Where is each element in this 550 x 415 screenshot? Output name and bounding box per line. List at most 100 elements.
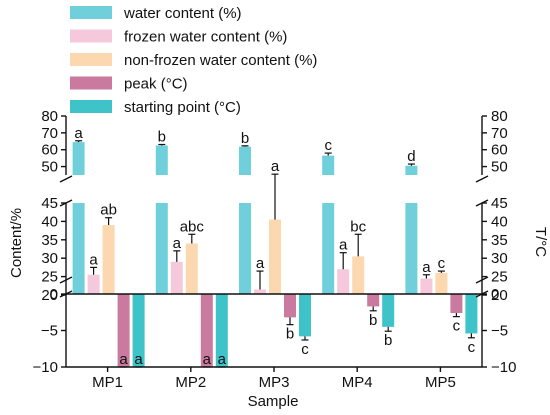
y-tick-label-right: 40 <box>491 213 508 230</box>
axis-break-mark <box>59 175 73 183</box>
bar-break-gap <box>238 175 252 203</box>
bar <box>337 269 350 294</box>
y-tick-label-left: 25 <box>41 269 58 286</box>
legend-label: peak (°C) <box>124 76 188 93</box>
x-tick-label: MP5 <box>425 374 456 391</box>
y-tick-label-right: 20 <box>491 287 508 304</box>
y-tick-label-right: 30 <box>491 250 508 267</box>
bar <box>102 225 115 294</box>
significance-label: b <box>369 312 377 329</box>
bar <box>155 145 168 294</box>
significance-label: a <box>422 259 431 276</box>
significance-label: c <box>301 341 309 358</box>
y-tick-label-left: 40 <box>41 213 58 230</box>
bar <box>200 294 213 367</box>
bar-break-gap <box>155 175 169 203</box>
x-tick-label: MP4 <box>342 374 373 391</box>
y-tick-label-left: 70 <box>41 125 58 142</box>
y-tick-label-left: 0 <box>50 286 58 303</box>
legend-swatch <box>70 6 112 19</box>
y-tick-label-left: 20 <box>41 287 58 304</box>
bar-break-gap <box>404 175 418 203</box>
bar <box>185 243 198 294</box>
y-tick-label-left: 35 <box>41 232 58 249</box>
bar <box>87 274 100 294</box>
y-tick-label-left: 30 <box>41 250 58 267</box>
axis-break-mark <box>475 175 489 183</box>
legend-swatch <box>70 76 112 90</box>
y-tick-label-left: 80 <box>41 108 58 125</box>
significance-label: a <box>134 351 143 368</box>
bar <box>284 294 296 318</box>
significance-label: b <box>158 128 166 145</box>
significance-label: a <box>74 125 83 142</box>
y-tick-label-right: 70 <box>491 125 508 142</box>
legend-label: non-frozen water content (%) <box>124 52 317 69</box>
x-tick-label: MP3 <box>259 374 290 391</box>
axis-break-mark <box>475 276 489 284</box>
bar <box>435 272 448 294</box>
y-tick-label-left: 45 <box>41 195 58 212</box>
bar <box>382 294 395 327</box>
y-tick-label-right: 0 <box>491 286 499 303</box>
y-tick-label-right: 80 <box>491 108 508 125</box>
legend-label: frozen water content (%) <box>124 29 287 46</box>
significance-label: a <box>218 351 227 368</box>
x-axis-title: Sample <box>248 393 299 410</box>
bar <box>420 278 433 294</box>
bar <box>465 294 478 334</box>
significance-label: a <box>203 351 212 368</box>
bar <box>72 142 85 294</box>
y-tick-label-right: 35 <box>491 232 508 249</box>
significance-label: a <box>271 158 280 175</box>
bar <box>254 289 266 294</box>
y-tick-label-right: 60 <box>491 142 508 159</box>
significance-label: c <box>438 255 446 272</box>
bar <box>170 261 183 294</box>
legend-swatch <box>70 53 112 66</box>
significance-label: a <box>256 255 265 272</box>
y-axis-title-left: Content/% <box>8 208 25 278</box>
y-tick-label-left: −5 <box>41 323 58 340</box>
y-tick-label-right: 50 <box>491 159 508 176</box>
y-tick-label-left: 50 <box>41 159 58 176</box>
y-tick-label-left: −10 <box>33 359 58 376</box>
bar <box>239 146 251 294</box>
legend-swatch <box>70 100 112 113</box>
y-tick-label-right: −5 <box>491 323 508 340</box>
legend-label: water content (%) <box>123 5 242 22</box>
bar <box>352 256 365 294</box>
bar <box>215 294 228 367</box>
bar-break-gap <box>321 175 335 203</box>
significance-label: ab <box>100 202 117 219</box>
legend: water content (%) frozen water content (%… <box>70 5 317 116</box>
x-tick-label: MP1 <box>92 374 123 391</box>
axis-break-mark <box>59 276 73 284</box>
y-tick-label-right: 45 <box>491 195 508 212</box>
bar <box>367 294 380 307</box>
y-tick-label-left: 60 <box>41 142 58 159</box>
significance-label: c <box>453 318 461 335</box>
significance-label: a <box>119 351 128 368</box>
significance-label: bc <box>350 218 366 235</box>
significance-label: a <box>339 237 348 254</box>
y-axis-title-right: T/°C <box>532 227 549 257</box>
bar-break-gap <box>72 175 86 203</box>
bar <box>450 294 463 313</box>
bar <box>132 294 145 367</box>
significance-label: a <box>173 235 182 252</box>
significance-label: d <box>407 148 415 165</box>
legend-swatch <box>70 29 112 43</box>
y-tick-label-right: −10 <box>491 359 516 376</box>
significance-label: c <box>324 137 332 154</box>
x-tick-label: MP2 <box>175 374 206 391</box>
significance-label: b <box>241 130 249 147</box>
significance-label: b <box>286 326 294 343</box>
significance-label: abc <box>180 218 205 235</box>
y-tick-label-right: 25 <box>491 269 508 286</box>
legend-label: starting point (°C) <box>124 99 241 116</box>
significance-label: c <box>468 339 476 356</box>
